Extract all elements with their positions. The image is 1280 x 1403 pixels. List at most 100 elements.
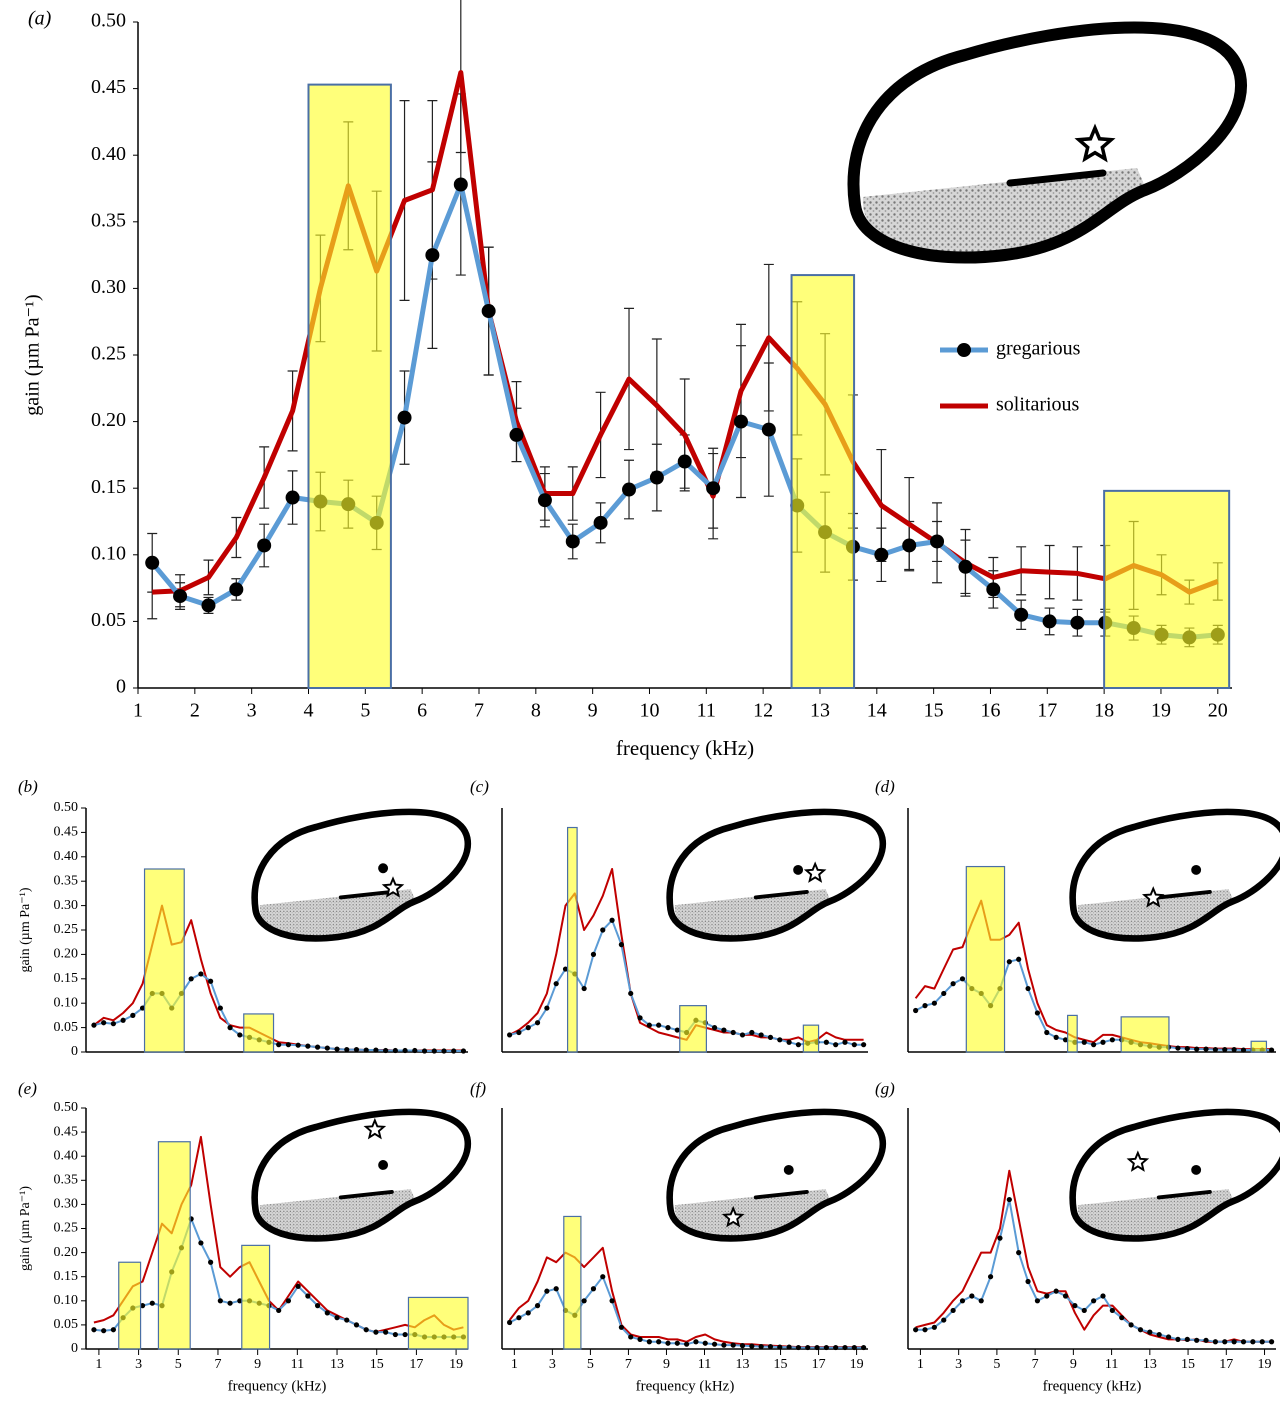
point: [851, 1042, 857, 1048]
point: [1034, 1010, 1041, 1016]
x-tick-label: 2: [190, 700, 200, 722]
point: [305, 1043, 311, 1049]
point: [227, 1300, 233, 1306]
panel-label: (g): [875, 1079, 895, 1098]
x-tick-label: 3: [549, 1357, 556, 1372]
point: [931, 1000, 937, 1006]
y-tick-label: 0.25: [91, 343, 126, 365]
point: [1194, 1337, 1200, 1343]
y-tick-label: 0.05: [54, 1020, 79, 1035]
y-tick-label: 0.40: [54, 1148, 79, 1163]
point: [344, 1046, 350, 1053]
inset: [847, 21, 1248, 264]
x-tick-label: 7: [1032, 1357, 1039, 1372]
point: [786, 1039, 792, 1045]
x-tick-label: 11: [698, 1357, 711, 1372]
inset: [1069, 1108, 1280, 1242]
inset-outline: [251, 1108, 472, 1242]
x-tick-label: 7: [625, 1357, 632, 1372]
point: [833, 1344, 839, 1351]
point: [324, 1045, 330, 1051]
point: [295, 1283, 301, 1289]
x-tick-label: 17: [1037, 700, 1057, 722]
inset-region: [862, 168, 1147, 258]
x-tick-label: 18: [1094, 700, 1114, 722]
point: [441, 1048, 447, 1054]
point: [1147, 1329, 1153, 1335]
inset-star: [1126, 1150, 1150, 1172]
y-tick-label: 0.50: [54, 1100, 79, 1115]
point: [229, 582, 244, 597]
inset-dot: [378, 863, 389, 874]
point: [823, 1344, 829, 1351]
x-tick-label: 9: [254, 1357, 261, 1372]
point: [646, 1339, 652, 1345]
inset-region: [1077, 1189, 1235, 1239]
point: [208, 1259, 214, 1265]
x-tick-label: 15: [774, 1357, 788, 1372]
point: [334, 1046, 340, 1052]
y-tick-label: 0.35: [54, 873, 79, 888]
x-tick-label: 11: [291, 1357, 304, 1372]
highlight-box: [679, 1005, 707, 1053]
point: [1053, 1034, 1059, 1040]
x-tick-label: 1: [917, 1357, 924, 1372]
point: [711, 1025, 718, 1031]
point: [198, 971, 204, 977]
x-tick-label: 7: [214, 1357, 221, 1372]
x-tick-label: 19: [1151, 700, 1171, 722]
series-line: [509, 1275, 864, 1349]
point: [525, 1025, 531, 1031]
point: [130, 1012, 136, 1019]
inset-star: [381, 876, 405, 898]
point: [285, 1298, 292, 1304]
inset-dot: [793, 864, 804, 875]
x-tick-label: 1: [511, 1357, 518, 1372]
point: [1269, 1339, 1275, 1345]
point: [453, 177, 468, 192]
point: [600, 927, 606, 933]
highlight-box: [1067, 1014, 1078, 1053]
inset-star: [803, 861, 827, 883]
point: [237, 1032, 243, 1038]
x-tick-label: 16: [980, 700, 1000, 722]
point: [646, 1022, 652, 1028]
point: [460, 1048, 467, 1054]
point: [1016, 1250, 1022, 1256]
point: [1212, 1046, 1218, 1053]
point: [733, 414, 748, 429]
point: [402, 1047, 408, 1054]
point: [702, 1340, 708, 1346]
point: [1175, 1045, 1181, 1051]
point: [397, 410, 412, 425]
inset-outline: [666, 1108, 887, 1242]
point: [959, 976, 966, 982]
point: [91, 1022, 97, 1028]
x-tick-label: 11: [1105, 1357, 1118, 1372]
point: [1062, 1293, 1069, 1299]
point: [1269, 1047, 1275, 1053]
point: [1184, 1336, 1190, 1342]
point: [777, 1037, 783, 1043]
point: [1081, 1039, 1087, 1045]
point: [767, 1343, 774, 1350]
y-tick-label: 0.15: [91, 476, 126, 498]
point: [1062, 1037, 1069, 1043]
y-axis-label: gain (µm Pa⁻¹): [22, 294, 44, 415]
x-tick-label: 10: [639, 700, 659, 722]
y-tick-label: 0.10: [91, 542, 126, 564]
point: [120, 1017, 126, 1023]
point: [1109, 1307, 1115, 1314]
x-tick-label: 19: [1258, 1357, 1272, 1372]
point: [373, 1047, 379, 1053]
point: [507, 1032, 513, 1038]
point: [507, 1319, 513, 1326]
highlight-box: [157, 1141, 191, 1350]
point: [833, 1042, 839, 1048]
point: [1081, 1307, 1087, 1314]
point: [91, 1327, 97, 1333]
inset-region: [1077, 889, 1235, 939]
point: [285, 1042, 292, 1048]
point: [1006, 1196, 1012, 1203]
